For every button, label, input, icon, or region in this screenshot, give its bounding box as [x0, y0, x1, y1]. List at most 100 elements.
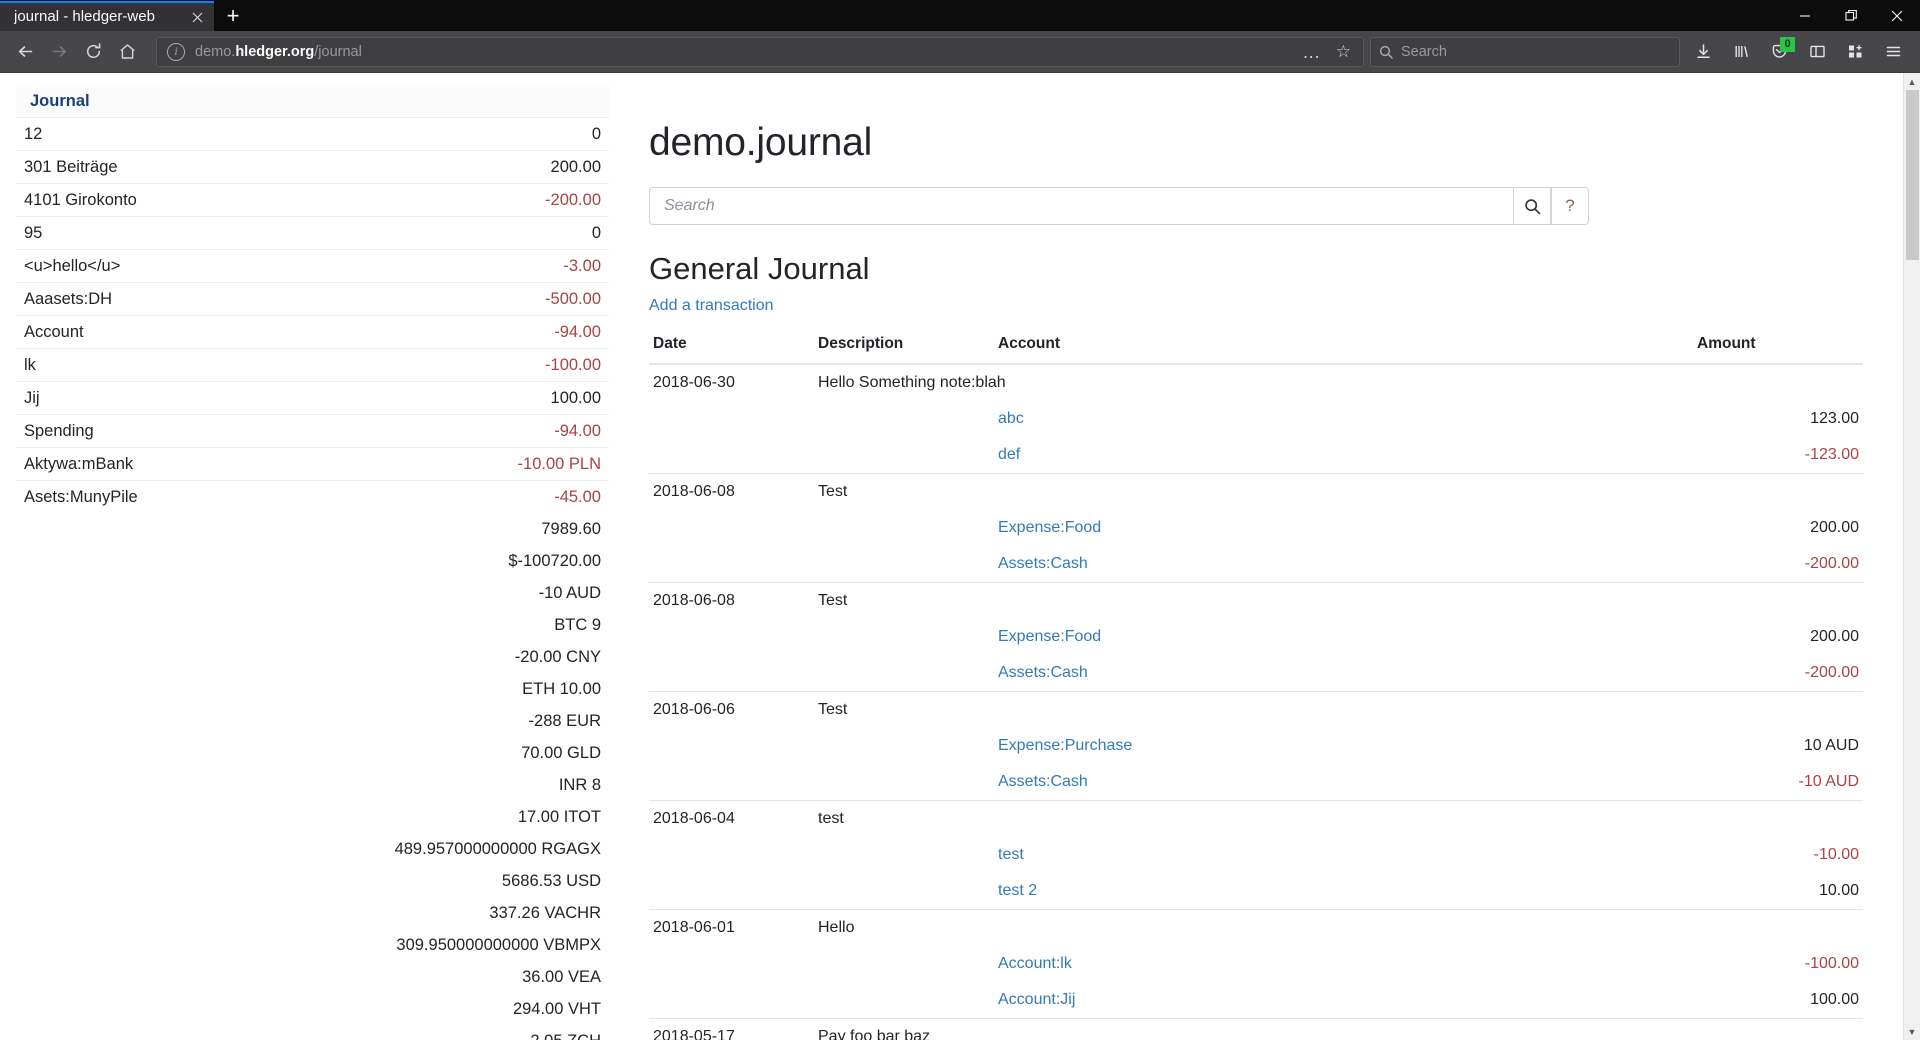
posting-row[interactable]: Expense:Food 200.00: [649, 510, 1863, 546]
posting-account-link[interactable]: Account:lk: [998, 955, 1072, 972]
posting-row[interactable]: Assets:Cash -200.00: [649, 546, 1863, 583]
page-actions-icon[interactable]: …: [1302, 41, 1322, 62]
account-row[interactable]: 17.00 ITOT: [16, 801, 609, 833]
scrollbar-track[interactable]: [1903, 260, 1920, 1023]
browser-tab[interactable]: journal - hledger-web: [0, 1, 214, 31]
transaction-row[interactable]: 2018-05-17 Pay foo bar baz: [649, 1019, 1863, 1040]
transaction-row[interactable]: 2018-06-04 test: [649, 801, 1863, 838]
account-row[interactable]: Spending -94.00: [16, 415, 609, 448]
account-row[interactable]: 70.00 GLD: [16, 737, 609, 769]
new-tab-button[interactable]: +: [226, 3, 240, 28]
account-row[interactable]: 7989.60: [16, 513, 609, 545]
account-row[interactable]: 4101 Girokonto -200.00: [16, 184, 609, 217]
forward-arrow-icon[interactable]: [42, 35, 76, 69]
bookmark-star-icon[interactable]: ☆: [1335, 42, 1351, 61]
posting-account-link[interactable]: Assets:Cash: [998, 773, 1088, 790]
account-row[interactable]: Aaasets:DH -500.00: [16, 283, 609, 316]
posting-row[interactable]: Assets:Cash -200.00: [649, 655, 1863, 692]
search-submit-button[interactable]: [1513, 187, 1551, 225]
posting-account-link[interactable]: def: [998, 446, 1021, 463]
posting-row[interactable]: abc 123.00: [649, 401, 1863, 437]
account-row[interactable]: Aktywa:mBank -10.00 PLN: [16, 448, 609, 481]
account-row[interactable]: <u>hello</u> -3.00: [16, 250, 609, 283]
transaction-row[interactable]: 2018-06-06 Test: [649, 692, 1863, 729]
account-balance: -3.00: [563, 257, 601, 275]
add-transaction-link[interactable]: Add a transaction: [649, 297, 774, 314]
url-bar[interactable]: i demo.hledger.org/journal … ☆: [156, 36, 1364, 67]
library-icon[interactable]: [1722, 35, 1760, 69]
url-text: demo.hledger.org/journal: [195, 43, 362, 60]
restore-button[interactable]: [1828, 0, 1874, 31]
posting-spacer: [814, 437, 994, 474]
account-row[interactable]: ETH 10.00: [16, 673, 609, 705]
posting-row[interactable]: Expense:Food 200.00: [649, 619, 1863, 655]
posting-account-link[interactable]: Expense:Food: [998, 628, 1102, 645]
posting-row[interactable]: Account:lk -100.00: [649, 946, 1863, 982]
posting-account-link[interactable]: test: [998, 846, 1024, 863]
account-row[interactable]: 309.950000000000 VBMPX: [16, 929, 609, 961]
account-row[interactable]: 301 Beiträge 200.00: [16, 151, 609, 184]
posting-account-link[interactable]: test 2: [998, 882, 1038, 899]
posting-account: Expense:Food: [994, 510, 1693, 546]
posting-account-link[interactable]: Assets:Cash: [998, 555, 1088, 572]
close-button[interactable]: [1874, 0, 1920, 31]
transaction-row[interactable]: 2018-06-08 Test: [649, 474, 1863, 511]
scrollbar-thumb[interactable]: [1905, 90, 1919, 260]
minimize-button[interactable]: [1782, 0, 1828, 31]
account-row[interactable]: 2.05 ZCH: [16, 1025, 609, 1040]
pocket-icon[interactable]: 0: [1760, 35, 1798, 69]
posting-account-link[interactable]: Expense:Food: [998, 519, 1102, 536]
transaction-row[interactable]: 2018-06-01 Hello: [649, 910, 1863, 947]
account-row[interactable]: 294.00 VHT: [16, 993, 609, 1025]
add-extension-icon[interactable]: [1836, 35, 1874, 69]
account-row[interactable]: 489.957000000000 RGAGX: [16, 833, 609, 865]
account-name: Asets:MunyPile: [24, 488, 138, 506]
account-row[interactable]: 12 0: [16, 118, 609, 151]
posting-row[interactable]: Expense:Purchase 10 AUD: [649, 728, 1863, 764]
account-row[interactable]: 95 0: [16, 217, 609, 250]
account-row[interactable]: -20.00 CNY: [16, 641, 609, 673]
site-info-icon[interactable]: i: [167, 42, 185, 61]
posting-account-link[interactable]: Account:Jij: [998, 991, 1076, 1008]
back-arrow-icon[interactable]: [8, 35, 42, 69]
transaction-date: 2018-06-08: [653, 592, 735, 609]
transaction-amount: [1693, 1019, 1863, 1040]
app-menu-icon[interactable]: [1874, 35, 1912, 69]
scroll-up-arrow-icon[interactable]: ▲: [1903, 73, 1920, 90]
account-row[interactable]: -288 EUR: [16, 705, 609, 737]
transaction-row[interactable]: 2018-06-30 Hello Something note:blah: [649, 364, 1863, 401]
scroll-down-arrow-icon[interactable]: ▼: [1903, 1023, 1920, 1040]
account-row[interactable]: BTC 9: [16, 609, 609, 641]
account-row[interactable]: Account -94.00: [16, 316, 609, 349]
page-scrollbar[interactable]: ▲ ▼: [1903, 73, 1920, 1040]
account-row[interactable]: 5686.53 USD: [16, 865, 609, 897]
transaction-row[interactable]: 2018-06-08 Test: [649, 583, 1863, 620]
account-row[interactable]: 36.00 VEA: [16, 961, 609, 993]
posting-account-link[interactable]: Assets:Cash: [998, 664, 1088, 681]
posting-account-link[interactable]: Expense:Purchase: [998, 737, 1133, 754]
posting-row[interactable]: Account:Jij 100.00: [649, 982, 1863, 1019]
tab-close-icon[interactable]: [186, 6, 208, 28]
account-row[interactable]: lk -100.00: [16, 349, 609, 382]
account-row[interactable]: INR 8: [16, 769, 609, 801]
posting-row[interactable]: test -10.00: [649, 837, 1863, 873]
search-input[interactable]: [649, 187, 1513, 225]
posting-row[interactable]: Assets:Cash -10 AUD: [649, 764, 1863, 801]
account-row[interactable]: Jij 100.00: [16, 382, 609, 415]
posting-row[interactable]: test 2 10.00: [649, 873, 1863, 910]
search-help-button[interactable]: ?: [1551, 187, 1589, 225]
account-row[interactable]: 337.26 VACHR: [16, 897, 609, 929]
home-icon[interactable]: [110, 35, 144, 69]
posting-row[interactable]: def -123.00: [649, 437, 1863, 474]
browser-search-bar[interactable]: Search: [1370, 36, 1680, 67]
downloads-icon[interactable]: [1684, 35, 1722, 69]
posting-account-link[interactable]: abc: [998, 410, 1024, 427]
reload-icon[interactable]: [76, 35, 110, 69]
sidebar-toggle-icon[interactable]: [1798, 35, 1836, 69]
column-header-account: Account: [994, 329, 1693, 365]
account-row[interactable]: -10 AUD: [16, 577, 609, 609]
transaction-description: Hello: [818, 919, 855, 936]
account-row[interactable]: Asets:MunyPile -45.00: [16, 481, 609, 514]
posting-spacer: [814, 655, 994, 692]
account-row[interactable]: $-100720.00: [16, 545, 609, 577]
